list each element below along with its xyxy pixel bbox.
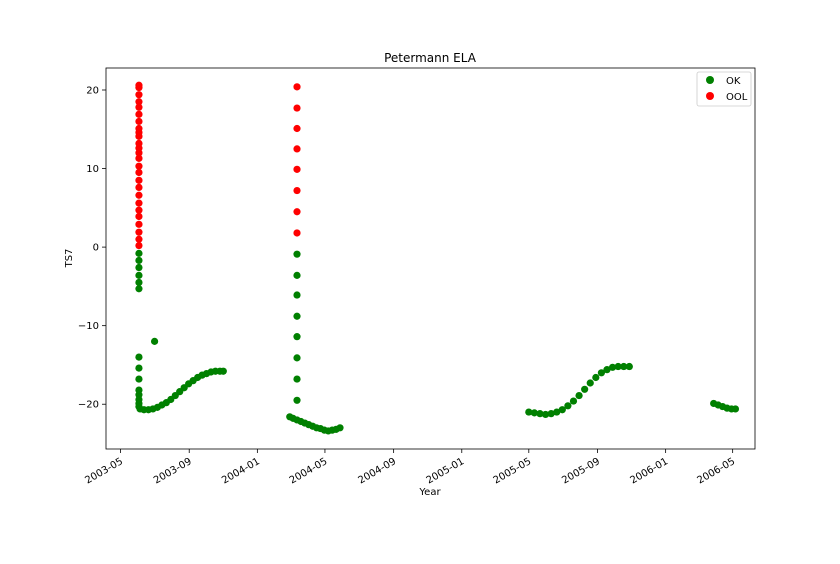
point-ool-31 <box>293 124 301 133</box>
point-ool-9 <box>135 176 143 184</box>
y-tick-label-0: 20 <box>86 85 99 96</box>
point-ool-18 <box>135 124 143 133</box>
point-ool-19 <box>135 117 143 126</box>
x-tick-label-3: 2004-05 <box>288 456 330 486</box>
point-ok-67 <box>581 385 589 393</box>
y-tick-label-2: 0 <box>93 243 99 254</box>
point-ok-7 <box>135 364 143 372</box>
x-axis: 2003-05 2003-09 2004-01 2004-05 2004-09 2005-… <box>83 449 737 486</box>
point-ool-21 <box>135 103 143 111</box>
y-tick-label-1: 10 <box>86 164 99 175</box>
legend-label-ool: OOL <box>726 92 748 103</box>
point-ok-75 <box>625 362 633 371</box>
point-ool-32 <box>293 104 301 112</box>
point-ok-36 <box>293 271 301 279</box>
point-ok-41 <box>293 375 301 383</box>
point-ool-3 <box>135 220 143 228</box>
point-ok-5 <box>135 285 143 293</box>
point-ok-14 <box>150 337 159 345</box>
x-tick-label-0: 2003-05 <box>83 456 125 486</box>
point-ok-62 <box>553 408 561 416</box>
x-axis-label: Year <box>418 487 441 498</box>
point-ool-28 <box>293 186 301 195</box>
point-ok-6 <box>135 353 143 361</box>
legend-label-ok: OK <box>726 76 741 87</box>
point-ok-1 <box>135 256 143 265</box>
point-ool-12 <box>135 154 143 162</box>
point-ok-71 <box>603 366 611 374</box>
x-tick-label-4: 2004-09 <box>356 456 398 486</box>
point-ok-63 <box>558 406 566 414</box>
point-ok-65 <box>569 397 578 405</box>
points-layer <box>135 81 740 435</box>
point-ool-33 <box>293 83 301 91</box>
point-ool-22 <box>135 98 143 106</box>
point-ool-2 <box>135 228 143 236</box>
point-ok-42 <box>293 396 301 404</box>
x-tick-label-7: 2005-09 <box>560 456 602 486</box>
point-ool-23 <box>135 91 143 99</box>
point-ok-40 <box>293 354 301 362</box>
point-ok-68 <box>586 379 594 387</box>
x-tick-label-5: 2005-01 <box>425 456 467 486</box>
point-ok-81 <box>731 405 740 413</box>
point-ool-26 <box>293 229 301 237</box>
point-ool-25 <box>135 81 143 89</box>
point-ok-39 <box>293 333 301 341</box>
point-ok-69 <box>592 373 600 382</box>
point-ok-56 <box>336 424 344 432</box>
point-ool-20 <box>135 110 143 118</box>
plot-area-frame <box>105 67 756 450</box>
point-ool-27 <box>293 208 301 216</box>
point-ool-10 <box>135 168 143 177</box>
point-ool-11 <box>135 162 143 170</box>
point-ok-57 <box>525 408 533 416</box>
y-tick-label-4: −20 <box>78 400 99 411</box>
y-axis: 20 10 0 −10 −20 <box>78 85 106 411</box>
point-ok-66 <box>575 391 583 400</box>
point-ok-38 <box>293 312 301 320</box>
point-ok-61 <box>547 410 555 418</box>
point-ok-60 <box>541 410 550 419</box>
point-ok-37 <box>293 291 301 299</box>
legend-marker-ool <box>706 92 714 100</box>
point-ok-72 <box>608 363 617 371</box>
x-tick-label-9: 2006-05 <box>695 456 737 486</box>
point-ool-6 <box>135 199 143 207</box>
x-tick-label-1: 2003-09 <box>152 456 194 486</box>
x-tick-label-2: 2004-01 <box>220 456 262 486</box>
point-ok-73 <box>614 362 622 371</box>
legend-marker-ok <box>706 76 714 84</box>
chart-title: Petermann ELA <box>384 51 477 65</box>
point-ok-2 <box>135 263 143 272</box>
x-tick-label-6: 2005-05 <box>492 456 534 486</box>
point-ool-7 <box>135 191 143 199</box>
point-ok-34 <box>219 367 227 375</box>
y-axis-label: TS7 <box>64 249 75 269</box>
point-ok-3 <box>135 271 143 279</box>
point-ool-0 <box>135 241 143 250</box>
point-ok-58 <box>530 409 538 417</box>
point-ool-29 <box>293 165 301 173</box>
point-ok-4 <box>135 278 143 287</box>
point-ok-59 <box>536 410 544 418</box>
point-ool-1 <box>135 235 143 243</box>
point-ool-8 <box>135 183 143 192</box>
y-tick-label-3: −10 <box>78 321 99 332</box>
point-ok-8 <box>135 375 143 383</box>
point-ok-70 <box>597 369 606 377</box>
point-ok-64 <box>564 402 572 410</box>
x-tick-label-8: 2006-01 <box>628 456 670 486</box>
point-ok-74 <box>620 362 628 371</box>
point-ool-15 <box>135 139 143 148</box>
point-ool-5 <box>135 206 143 214</box>
point-ool-4 <box>135 212 143 221</box>
point-ok-35 <box>293 250 301 258</box>
point-ok-0 <box>135 249 143 257</box>
point-ool-30 <box>293 145 301 153</box>
legend: OK OOL <box>696 71 752 107</box>
